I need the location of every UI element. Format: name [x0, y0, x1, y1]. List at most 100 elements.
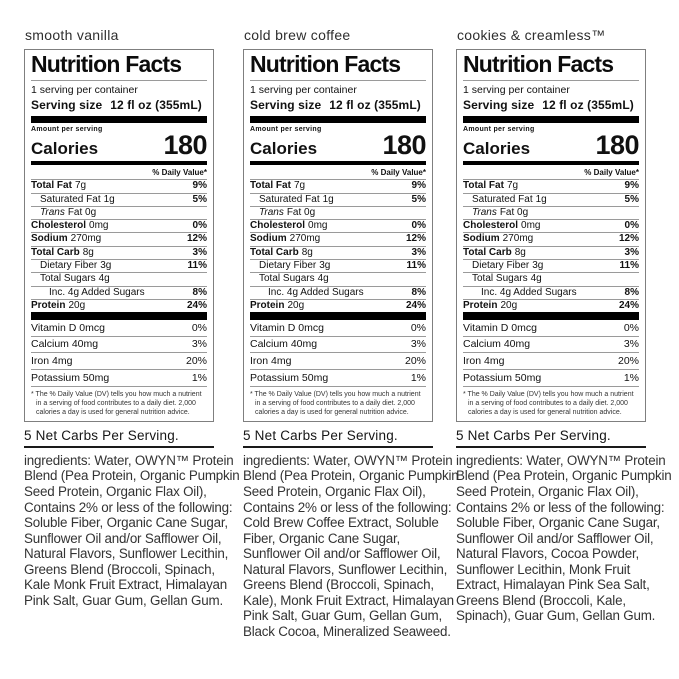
nutrient-daily-value: 11%	[619, 260, 639, 272]
nutrient-daily-value: 5%	[411, 193, 426, 205]
nutrient-name: Sodium	[250, 233, 287, 245]
nutrient-label: Total Carb 8g	[250, 247, 313, 259]
net-carbs-note: 5 Net Carbs Per Serving.	[24, 427, 179, 443]
nutrient-rows: Total Fat 7g 9% Saturated Fat 1g 5% Trans F…	[31, 180, 207, 312]
nutrient-name: Protein	[463, 299, 498, 311]
nutrient-amount: 4g	[530, 273, 542, 285]
nutrient-name: Saturated Fat	[259, 193, 320, 205]
nutrient-row: Dietary Fiber 3g 11%	[463, 260, 639, 274]
nutrient-label: Protein 20g	[31, 300, 85, 312]
nutrient-label: Cholesterol 0mg	[463, 220, 540, 232]
nutrient-daily-value: 8%	[624, 286, 639, 298]
daily-value-footnote: * The % Daily Value (DV) tells you how m…	[31, 390, 202, 416]
nutrient-daily-value: 24%	[186, 299, 207, 311]
vitamin-row: Iron 4mg 20%	[31, 353, 207, 371]
nutrient-daily-value: 24%	[405, 299, 426, 311]
nutrient-name: Total Sugars	[472, 273, 528, 285]
nutrient-row: Total Sugars 4g	[31, 273, 207, 287]
nutrient-name: Sodium	[463, 233, 500, 245]
nutrient-row: Saturated Fat 1g 5%	[31, 194, 207, 207]
vitamin-label: Iron 4mg	[250, 354, 292, 367]
nutrient-label: Total Fat 7g	[250, 180, 305, 192]
nutrient-name: Sodium	[31, 233, 68, 245]
nutrient-daily-value: 9%	[192, 180, 207, 192]
nutrient-label: Dietary Fiber 3g	[40, 260, 112, 272]
vitamin-daily-value: 1%	[410, 371, 426, 384]
nutrient-row: Dietary Fiber 3g 11%	[250, 260, 426, 274]
nutrient-daily-value: 3%	[192, 246, 207, 258]
ingredients-text: ingredients: Water, OWYN™ Protein Blend …	[243, 452, 459, 639]
vitamin-row: Vitamin D 0mcg 0%	[31, 320, 207, 337]
calories-value: 180	[382, 130, 426, 161]
nutrient-amount: 3g	[100, 260, 112, 272]
nutrient-amount: Inc. 4g Added Sugars	[268, 286, 364, 298]
nutrient-rows: Total Fat 7g 9% Saturated Fat 1g 5% Trans F…	[250, 180, 426, 312]
nutrient-label: Protein 20g	[250, 300, 304, 312]
nutrient-row: Sodium 270mg 12%	[31, 233, 207, 247]
vitamin-row: Vitamin D 0mcg 0%	[250, 320, 426, 337]
nutrient-label: Dietary Fiber 3g	[472, 260, 544, 272]
nutrient-label: Inc. 4g Added Sugars	[268, 286, 364, 299]
calories-value: 180	[163, 130, 207, 161]
nutrient-label: Saturated Fat 1g	[40, 194, 115, 206]
nutrient-row: Trans Fat 0g	[463, 207, 639, 221]
nutrient-label: Cholesterol 0mg	[250, 220, 328, 232]
nutrient-daily-value: 24%	[618, 299, 639, 311]
nutrient-amount: 270mg	[502, 233, 534, 245]
nutrient-row: Total Fat 7g 9%	[250, 180, 426, 194]
vitamin-daily-value: 3%	[623, 338, 639, 351]
nutrient-row: Cholesterol 0mg 0%	[250, 220, 426, 234]
calories-row: Calories 180	[250, 130, 426, 161]
nutrient-row: Sodium 270mg 12%	[463, 233, 639, 247]
nutrient-amount: 270mg	[289, 233, 321, 245]
net-carbs-note: 5 Net Carbs Per Serving.	[456, 427, 611, 443]
nutrient-amount: 1g	[322, 193, 334, 205]
nutrient-name: Cholesterol	[463, 220, 519, 232]
nutrient-name: Total Fat	[31, 180, 72, 192]
nutrient-amount: 1g	[535, 193, 547, 205]
nutrient-daily-value: 0%	[624, 220, 639, 232]
nutrient-row: Cholesterol 0mg 0%	[463, 220, 639, 234]
vitamin-rows: Vitamin D 0mcg 0% Calcium 40mg 3% Iron 4…	[463, 320, 639, 387]
nutrient-daily-value: 5%	[192, 193, 207, 205]
serving-size-label: Serving size	[31, 98, 103, 113]
nutrient-daily-value: 12%	[186, 233, 207, 245]
nutrient-label: Protein 20g	[463, 299, 517, 312]
vitamin-daily-value: 1%	[623, 371, 639, 384]
nutrient-row: Protein 20g 24%	[31, 300, 207, 312]
nutrient-amount: 0mg	[308, 220, 328, 232]
flavor-title: cookies & creamless™	[457, 27, 606, 43]
ingredients-text: ingredients: Water, OWYN™ Protein Blend …	[456, 452, 672, 624]
flavor-column: smooth vanilla Nutrition Facts 1 serving…	[24, 28, 240, 608]
vitamin-row: Vitamin D 0mcg 0%	[463, 320, 639, 337]
nutrient-amount: 3g	[319, 260, 331, 272]
vitamin-daily-value: 20%	[185, 354, 207, 367]
nutrient-amount: 270mg	[70, 233, 102, 245]
vitamin-row: Iron 4mg 20%	[250, 353, 426, 371]
nutrient-label: Inc. 4g Added Sugars	[49, 287, 145, 299]
serving-size-label: Serving size	[463, 98, 535, 113]
net-carbs-underline	[24, 445, 214, 448]
nutrient-label: Total Fat 7g	[31, 180, 86, 192]
nutrient-daily-value: 9%	[411, 180, 426, 192]
nutrition-facts-heading: Nutrition Facts	[463, 53, 639, 81]
vitamin-daily-value: 20%	[617, 354, 639, 367]
nutrient-name: Cholesterol	[250, 220, 306, 232]
vitamin-label: Iron 4mg	[463, 354, 505, 367]
vitamin-label: Iron 4mg	[31, 354, 73, 367]
nutrient-daily-value: 9%	[624, 180, 639, 192]
nutrient-name: Total Carb	[463, 246, 512, 258]
serving-size-row: Serving size 12 fl oz (355mL)	[463, 97, 639, 116]
vitamin-daily-value: 0%	[623, 321, 639, 334]
vitamin-label: Vitamin D 0mcg	[463, 321, 537, 334]
vitamin-daily-value: 0%	[410, 321, 426, 334]
nutrient-daily-value: 3%	[624, 246, 639, 258]
vitamin-label: Calcium 40mg	[250, 338, 318, 351]
nutrient-row: Protein 20g 24%	[250, 300, 426, 312]
nutrient-row: Total Fat 7g 9%	[31, 180, 207, 194]
servings-per-container: 1 serving per container	[250, 83, 357, 96]
nutrient-amount: 3g	[532, 260, 544, 272]
nutrient-amount: 7g	[506, 180, 519, 192]
thick-divider-bar	[250, 116, 426, 124]
